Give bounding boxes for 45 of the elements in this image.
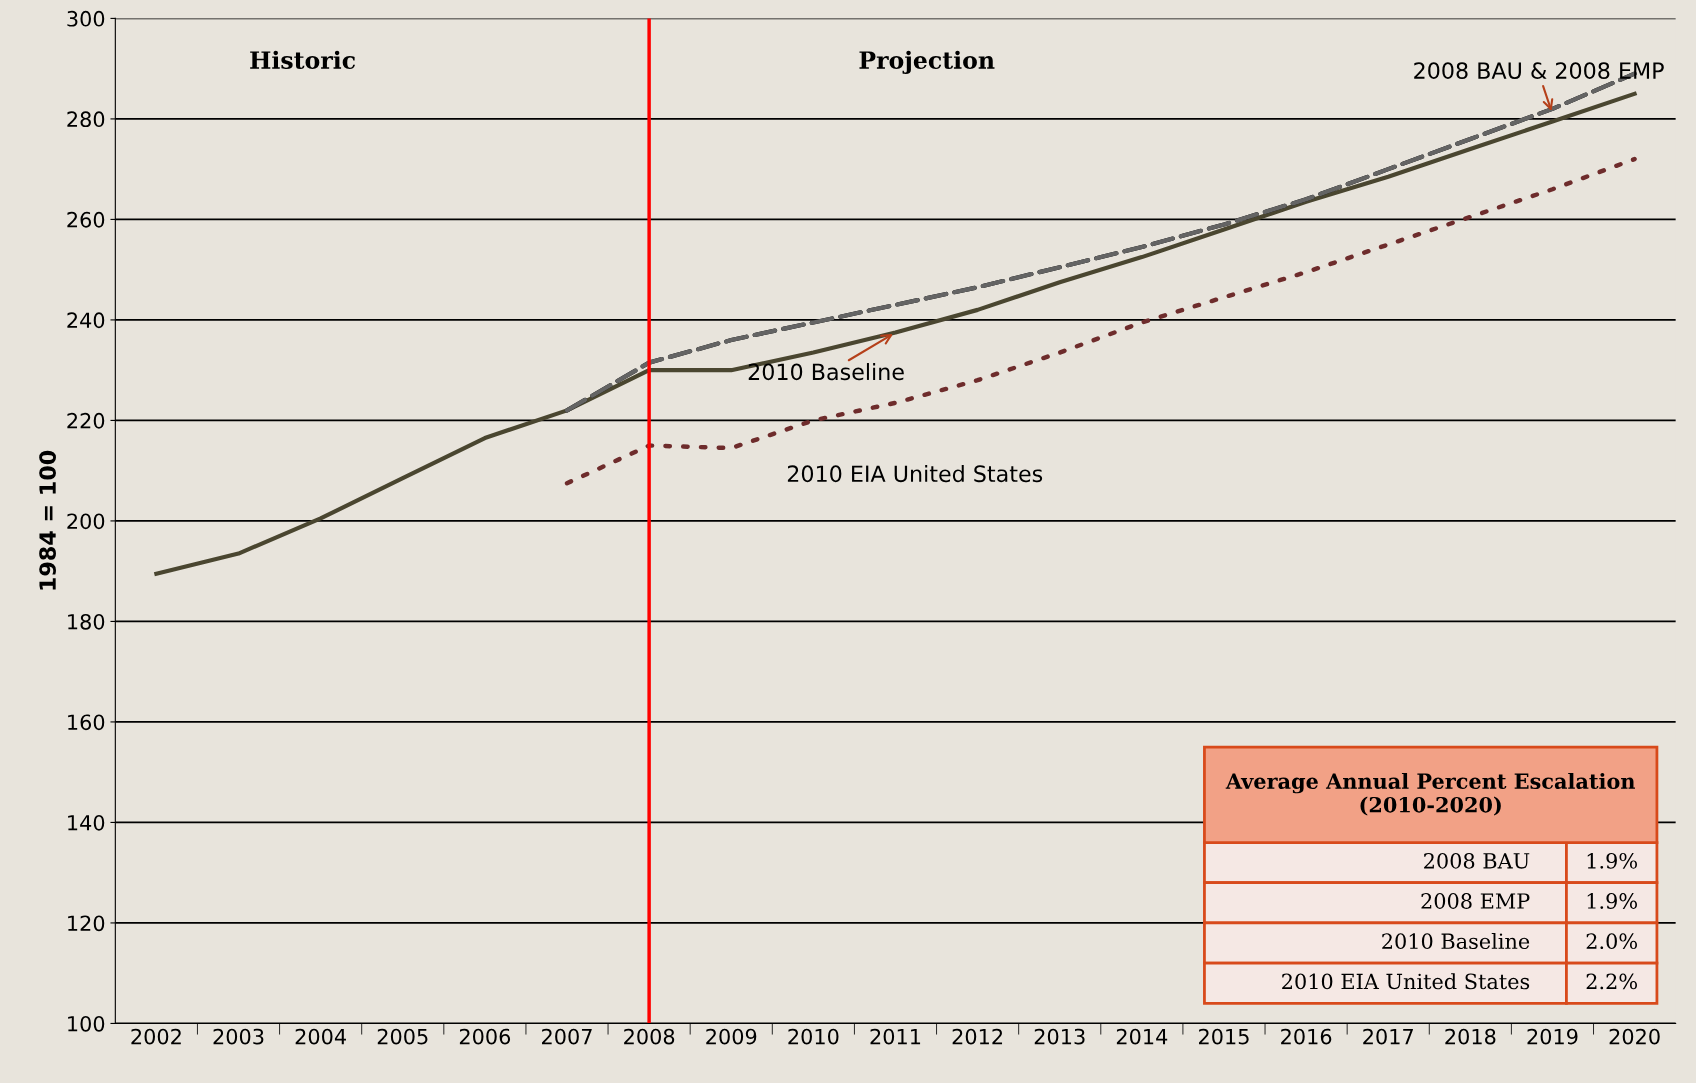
x-tick-label: 2003 (213, 1028, 264, 1045)
annotation: 2008 BAU (1424, 852, 1530, 869)
x-tick-label: 2016 (1281, 1028, 1332, 1045)
annotation: Projection (859, 50, 995, 74)
x-tick-label: 2010 (788, 1028, 839, 1045)
annotation: 1.9% (1587, 893, 1637, 909)
y-tick-label: 140 (68, 814, 105, 831)
annotation: 2.2% (1586, 973, 1637, 990)
x-tick-label: 2012 (952, 1028, 1003, 1045)
y-tick-label: 260 (67, 211, 105, 228)
annotation: 2010 Baseline (1382, 932, 1530, 950)
x-tick-label: 2009 (706, 1028, 757, 1045)
y-tick-label: 100 (68, 1015, 105, 1032)
y-tick-label: 180 (68, 613, 105, 630)
annotation: 2008 EMP (1421, 893, 1530, 909)
x-tick-label: 2008 (624, 1028, 675, 1045)
x-tick-label: 2015 (1198, 1028, 1249, 1045)
annotation: 2.0% (1586, 933, 1637, 950)
x-tick-label: 2005 (377, 1028, 428, 1045)
y-tick-label: 280 (67, 111, 105, 128)
x-tick-label: 2017 (1363, 1028, 1413, 1045)
y-axis-title: 1984 = 100 (39, 450, 56, 590)
annotation: 2010 EIA United States (787, 464, 1043, 483)
x-tick-label: 2019 (1527, 1028, 1578, 1045)
y-tick-label: 220 (67, 412, 105, 429)
y-tick-label: 200 (67, 513, 105, 530)
x-tick-label: 2020 (1609, 1028, 1660, 1045)
x-tick-label: 2018 (1445, 1028, 1496, 1045)
y-tick-label: 120 (68, 915, 105, 932)
x-tick-label: 2011 (870, 1028, 921, 1045)
annotation: 2010 EIA United States (1282, 973, 1530, 990)
x-tick-label: 2006 (459, 1028, 511, 1045)
annotation: 2008 BAU & 2008 EMP (1414, 62, 1664, 80)
x-tick-label: 2014 (1116, 1028, 1168, 1045)
y-tick-label: 240 (67, 312, 105, 329)
annotation: Historic (250, 50, 356, 69)
x-tick-label: 2007 (542, 1028, 592, 1045)
annotation: Average Annual Percent Escalation (2010-2020) (1225, 772, 1635, 816)
x-tick-label: 2002 (131, 1028, 181, 1045)
x-tick-label: 2004 (295, 1028, 346, 1045)
x-tick-label: 2013 (1034, 1028, 1085, 1045)
annotation: 1.9% (1587, 852, 1637, 869)
y-tick-label: 300 (67, 10, 105, 27)
annotation: 2010 Baseline (748, 363, 904, 381)
y-tick-label: 160 (68, 714, 105, 731)
